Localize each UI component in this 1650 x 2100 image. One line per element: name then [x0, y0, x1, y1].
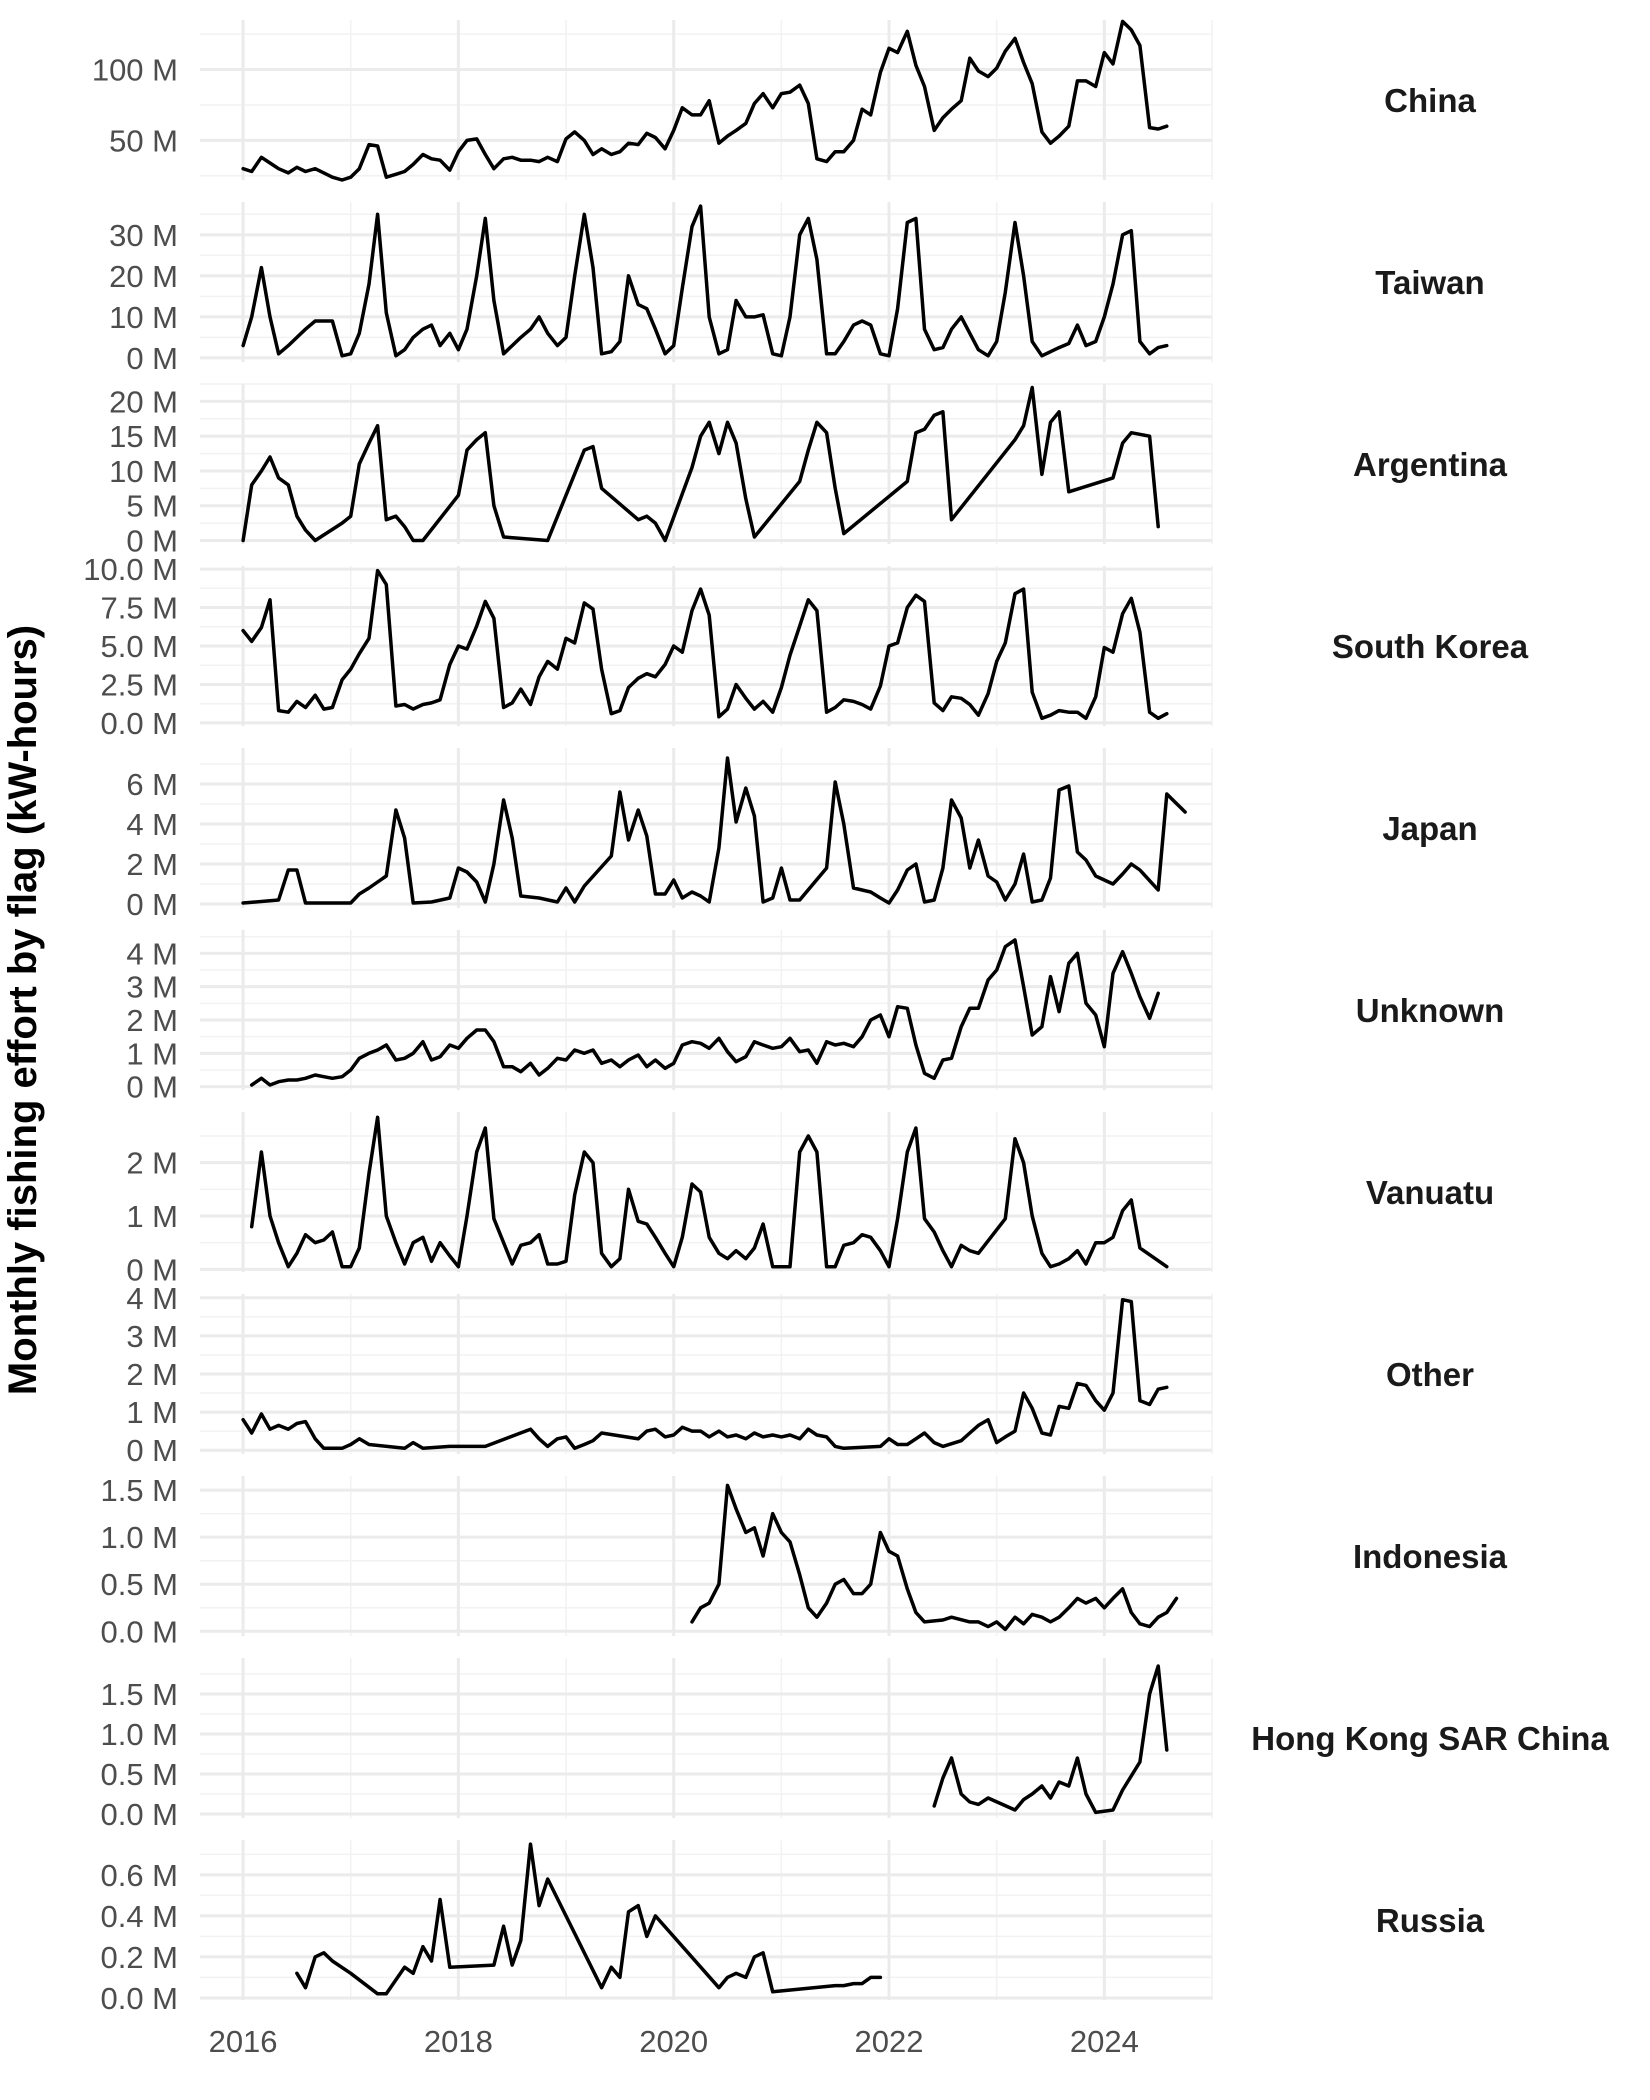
x-tick-label: 2018: [424, 2024, 493, 2059]
y-tick-label: 3 M: [126, 1319, 178, 1354]
series-line: [241, 756, 1187, 905]
series-line: [241, 204, 1169, 358]
y-tick-label: 1 M: [126, 1199, 178, 1234]
series-line: [932, 1664, 1169, 1815]
y-tick-label: 0.0 M: [100, 1797, 178, 1832]
x-axis: 2016 2018 2020 2022 2024: [209, 2024, 1139, 2059]
series-line: [690, 1483, 1179, 1632]
y-tick-label: 0 M: [126, 524, 178, 559]
facet-strip-label: Argentina: [1353, 446, 1508, 483]
y-tick-label: 20 M: [109, 259, 178, 294]
y-tick-label: 0 M: [126, 1252, 178, 1287]
y-tick-label: 1 M: [126, 1036, 178, 1071]
facet-strip-label: Japan: [1382, 810, 1477, 847]
y-tick-label: 50 M: [109, 123, 178, 158]
x-tick-label: 2016: [209, 2024, 278, 2059]
y-tick-label: 0.0 M: [100, 1981, 178, 2016]
y-tick-label: 5.0 M: [100, 629, 178, 664]
y-tick-label: 4 M: [126, 936, 178, 971]
facet-strip-label: Hong Kong SAR China: [1251, 1720, 1609, 1757]
y-tick-label: 2 M: [126, 1146, 178, 1181]
series-line: [241, 19, 1169, 182]
y-tick-label: 0.2 M: [100, 1940, 178, 1975]
facet-strip-label: China: [1384, 82, 1476, 119]
y-tick-label: 100 M: [92, 53, 178, 88]
x-tick-label: 2020: [639, 2024, 708, 2059]
y-tick-label: 6 M: [126, 767, 178, 802]
series-line: [249, 1115, 1169, 1269]
panel-russia: 0.0 M 0.2 M 0.4 M 0.6 M Russia: [100, 1840, 1485, 2016]
y-tick-label: 0 M: [126, 887, 178, 922]
y-tick-label: 2.5 M: [100, 667, 178, 702]
panel-china: 50 M 100 M China: [92, 19, 1476, 182]
y-tick-label: 1.5 M: [100, 1473, 178, 1508]
y-tick-label: 10 M: [109, 454, 178, 489]
y-tick-label: 0.0 M: [100, 1614, 178, 1649]
y-tick-label: 7.5 M: [100, 591, 178, 626]
panel-vanuatu: 0 M 1 M 2 M Vanuatu: [126, 1112, 1494, 1287]
series-line: [241, 1297, 1169, 1451]
x-tick-label: 2022: [855, 2024, 924, 2059]
y-tick-label: 20 M: [109, 384, 178, 419]
y-tick-label: 2 M: [126, 1003, 178, 1038]
y-tick-label: 1.0 M: [100, 1717, 178, 1752]
panel-japan: 0 M 2 M 4 M 6 M Japan: [126, 748, 1478, 922]
y-axis-label: Monthly fishing effort by flag (kW-hours…: [1, 625, 45, 1395]
y-tick-label: 15 M: [109, 419, 178, 454]
y-tick-label: 0.5 M: [100, 1757, 178, 1792]
y-tick-label: 3 M: [126, 970, 178, 1005]
y-tick-label: 0 M: [126, 1433, 178, 1468]
facet-strip-label: Unknown: [1356, 992, 1504, 1029]
y-tick-label: 4 M: [126, 1281, 178, 1316]
y-tick-label: 0 M: [126, 341, 178, 376]
facet-strip-label: Taiwan: [1375, 264, 1484, 301]
series-line: [249, 938, 1160, 1087]
x-tick-label: 2024: [1070, 2024, 1139, 2059]
y-tick-label: 2 M: [126, 1357, 178, 1392]
panel-south-korea: 0.0 M 2.5 M5.0 M7.5 M 10.0 M South Korea: [83, 552, 1529, 741]
facet-strip-label: Russia: [1376, 1902, 1485, 1939]
panel-unknown: 0 M1 M2 M3 M4 M Unknown: [126, 930, 1504, 1105]
y-tick-label: 1.5 M: [100, 1677, 178, 1712]
y-tick-label: 2 M: [126, 847, 178, 882]
series-line: [241, 568, 1169, 721]
y-tick-label: 0 M: [126, 1070, 178, 1105]
y-tick-label: 0.0 M: [100, 706, 178, 741]
y-tick-label: 10.0 M: [83, 552, 178, 587]
y-tick-label: 0.4 M: [100, 1899, 178, 1934]
y-tick-label: 1 M: [126, 1395, 178, 1430]
facet-strip-label: Vanuatu: [1366, 1174, 1494, 1211]
panel-indonesia: 0.0 M 0.5 M 1.0 M 1.5 M Indonesia: [100, 1473, 1507, 1649]
panel-hong-kong-sar-china: 0.0 M 0.5 M 1.0 M 1.5 M Hong Kong SAR China: [100, 1658, 1609, 1832]
panel-argentina: 0 M5 M10 M15 M20 M Argentina: [109, 383, 1508, 559]
facet-strip-label: Other: [1386, 1356, 1474, 1393]
y-tick-label: 5 M: [126, 489, 178, 524]
y-tick-label: 4 M: [126, 807, 178, 842]
series-line: [241, 385, 1160, 543]
y-tick-label: 1.0 M: [100, 1520, 178, 1555]
y-tick-label: 30 M: [109, 218, 178, 253]
facet-strip-label: Indonesia: [1353, 1538, 1508, 1575]
panel-taiwan: 0 M 10 M 20 M 30 M Taiwan: [109, 202, 1485, 376]
y-tick-label: 0.5 M: [100, 1567, 178, 1602]
y-tick-label: 10 M: [109, 300, 178, 335]
facet-strip-label: South Korea: [1332, 628, 1529, 665]
y-tick-label: 0.6 M: [100, 1858, 178, 1893]
series-line: [295, 1842, 883, 1996]
panel-other: 0 M1 M2 M3 M4 M Other: [126, 1281, 1474, 1468]
